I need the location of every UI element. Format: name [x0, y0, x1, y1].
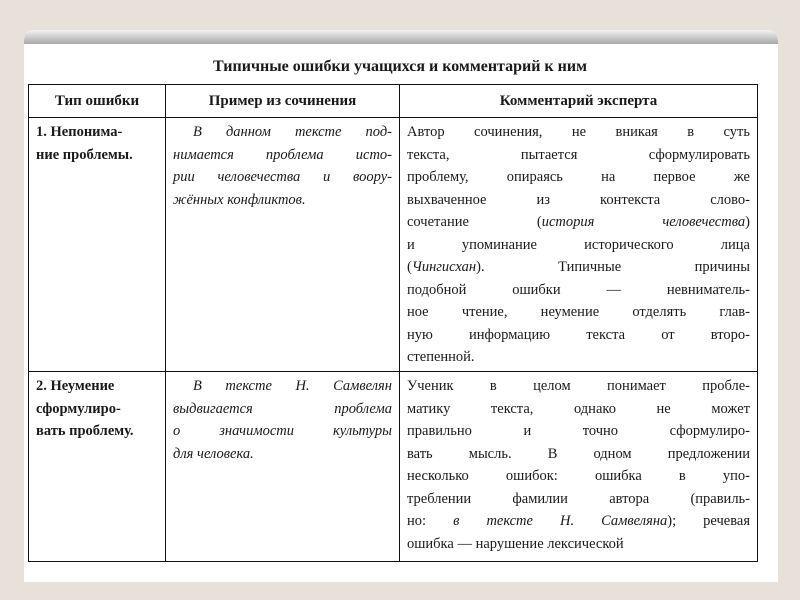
- text-segment: подобной ошибки — невниматель-: [407, 281, 750, 298]
- text-line: сформулиро-: [36, 398, 158, 421]
- text-line: В данном тексте под-: [173, 121, 392, 144]
- example-cell: В данном тексте под-нимается проблема ис…: [165, 117, 400, 372]
- text-line: вать проблему.: [36, 420, 158, 443]
- italic-text: история человечества: [541, 214, 746, 230]
- header-example: Пример из сочинения: [165, 84, 400, 118]
- text-segment: проблему, опираясь на первое же: [407, 169, 750, 185]
- header-comment: Комментарий эксперта: [399, 84, 758, 118]
- italic-text: в тексте Н. Самвеляна: [453, 513, 668, 529]
- text-segment: (: [407, 259, 412, 275]
- text-line: треблении фамилии автора (правиль-: [407, 488, 750, 511]
- text-segment: ): [745, 214, 750, 230]
- text-segment: сформулиро-: [36, 400, 121, 417]
- table-row: 1. Непонима-ние проблемы. В данном тексте…: [28, 117, 758, 372]
- slide-top-bar: [24, 30, 778, 44]
- italic-text: В тексте Н. Самвелян: [193, 378, 392, 394]
- text-segment: матику текста, однако не может: [407, 400, 750, 417]
- text-line: для человека.: [173, 443, 392, 466]
- header-error-type: Тип ошибки: [28, 84, 166, 118]
- text-line: ную информацию текста от второ-: [407, 324, 750, 347]
- text-segment: сочетание (: [407, 214, 542, 230]
- text-line: правильно и точно сформулиро-: [407, 420, 750, 443]
- text-line: жённых конфликтов.: [173, 189, 392, 212]
- text-line: ние проблемы.: [36, 144, 158, 167]
- text-line: ное чтение, неумение отделять глав-: [407, 301, 750, 324]
- italic-text: выдвигается проблема: [173, 400, 392, 417]
- text-segment: ние проблемы.: [36, 146, 133, 163]
- text-segment: степенной.: [407, 349, 475, 365]
- text-segment: ное чтение, неумение отделять глав-: [407, 304, 750, 320]
- text-line: 2. Неумение: [36, 375, 158, 398]
- text-segment: текста, пытается сформулировать: [407, 146, 750, 163]
- error-type-cell: 2. Неумение сформулиро-вать проблему.: [28, 371, 166, 562]
- text-line: Автор сочинения, не вникая в суть: [407, 121, 750, 144]
- text-segment: вать проблему.: [36, 423, 134, 439]
- text-segment: и упоминание исторического лица: [407, 236, 750, 253]
- italic-text: жённых конфликтов.: [173, 191, 306, 208]
- text-segment: выхваченное из контекста слово-: [407, 191, 750, 208]
- text-line: матику текста, однако не может: [407, 398, 750, 421]
- text-line: проблему, опираясь на первое же: [407, 166, 750, 189]
- table-title: Типичные ошибки учащихся и комментарий к…: [213, 58, 587, 75]
- example-cell: В тексте Н. Самвелян выдвигается проблема…: [165, 371, 400, 562]
- errors-table: Тип ошибки Пример из сочинения Комментар…: [28, 84, 758, 562]
- text-segment: 1. Непонима-: [36, 124, 123, 140]
- text-segment: Ученик в целом понимает пробле-: [407, 378, 750, 394]
- text-line: сочетание (история человечества): [407, 211, 750, 234]
- text-line: Ученик в целом понимает пробле-: [407, 375, 750, 398]
- text-line: выдвигается проблема: [173, 398, 392, 421]
- text-line: подобной ошибки — невниматель-: [407, 279, 750, 302]
- italic-text: В данном тексте под-: [193, 124, 392, 140]
- text-segment: ). Типичные причины: [476, 259, 750, 275]
- italic-text: для человека.: [173, 445, 254, 462]
- text-segment: 2. Неумение: [36, 378, 115, 394]
- text-segment: ); речевая: [667, 513, 750, 529]
- text-line: текста, пытается сформулировать: [407, 144, 750, 167]
- text-segment: но:: [407, 513, 454, 529]
- error-type-cell: 1. Непонима-ние проблемы.: [28, 117, 166, 372]
- text-line: и упоминание исторического лица: [407, 234, 750, 257]
- text-line: степенной.: [407, 346, 750, 369]
- italic-text: о значимости культуры: [173, 423, 392, 439]
- text-line: В тексте Н. Самвелян: [173, 375, 392, 398]
- text-segment: ную информацию текста от второ-: [407, 326, 750, 343]
- text-segment: треблении фамилии автора (правиль-: [407, 490, 750, 507]
- italic-text: Чингисхан: [411, 259, 477, 275]
- text-segment: вать мысль. В одном предложении: [407, 445, 750, 462]
- text-segment: правильно и точно сформулиро-: [407, 423, 750, 439]
- text-segment: ошибка — нарушение лексической: [407, 535, 624, 552]
- text-segment: Автор сочинения, не вникая в суть: [407, 124, 750, 140]
- text-line: выхваченное из контекста слово-: [407, 189, 750, 212]
- text-line: но: в тексте Н. Самвеляна); речевая: [407, 510, 750, 533]
- italic-text: рии человечества и воору-: [173, 169, 392, 185]
- table-header-row: Тип ошибки Пример из сочинения Комментар…: [28, 84, 758, 118]
- comment-cell: Автор сочинения, не вникая в суть текста,…: [399, 117, 758, 372]
- text-line: о значимости культуры: [173, 420, 392, 443]
- italic-text: нимается проблема исто-: [173, 146, 392, 163]
- text-line: (Чингисхан). Типичные причины: [407, 256, 750, 279]
- text-line: ошибка — нарушение лексической: [407, 533, 750, 556]
- text-line: рии человечества и воору-: [173, 166, 392, 189]
- table-row: 2. Неумение сформулиро-вать проблему. В те…: [28, 371, 758, 562]
- text-line: несколько ошибок: ошибка в упо-: [407, 465, 750, 488]
- text-line: нимается проблема исто-: [173, 144, 392, 167]
- comment-cell: Ученик в целом понимает пробле-матику те…: [399, 371, 758, 562]
- text-line: 1. Непонима-: [36, 121, 158, 144]
- text-line: вать мысль. В одном предложении: [407, 443, 750, 466]
- text-segment: несколько ошибок: ошибка в упо-: [407, 468, 750, 484]
